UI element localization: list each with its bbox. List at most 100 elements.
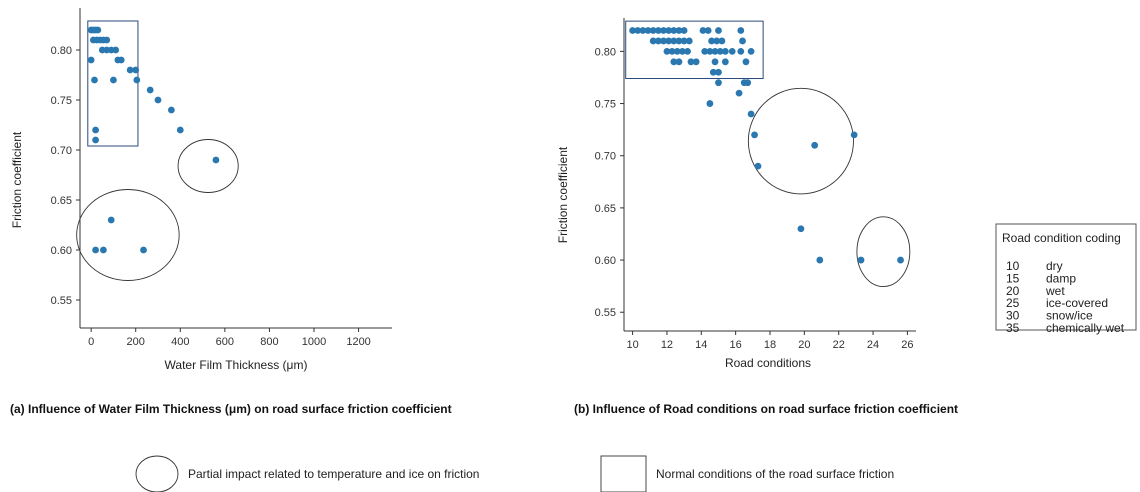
chart-a-point bbox=[92, 126, 99, 134]
chart-a-point bbox=[87, 56, 95, 64]
chart-b-point bbox=[701, 47, 709, 55]
chart-b-x-tick-label: 14 bbox=[695, 339, 707, 351]
chart-b-point bbox=[685, 37, 693, 45]
chart-a-y-tick-label: 0.75 bbox=[51, 95, 72, 107]
chart-a-x-tick-label: 400 bbox=[171, 336, 189, 348]
chart-b-point bbox=[675, 27, 683, 34]
key-rect-icon bbox=[600, 455, 647, 492]
chart-b-point bbox=[744, 79, 752, 87]
chart-b-point bbox=[713, 37, 721, 45]
chart-b-point bbox=[716, 47, 724, 55]
chart-b-point bbox=[751, 131, 758, 139]
chart-b-x-tick-label: 18 bbox=[764, 339, 776, 351]
chart-a-y-tick-label: 0.65 bbox=[51, 195, 72, 207]
chart-a-point bbox=[103, 36, 111, 44]
chart-b-point bbox=[718, 37, 726, 45]
chart-a-point bbox=[110, 76, 117, 84]
chart-b-normal-region bbox=[625, 20, 764, 80]
chart-a-y-label: Friction coefficient bbox=[10, 131, 24, 228]
chart-b-point bbox=[754, 162, 762, 170]
chart-b-y-tick-label: 0.65 bbox=[595, 203, 616, 215]
legend-box bbox=[995, 223, 1137, 331]
chart-a-point bbox=[117, 56, 125, 64]
chart-a-point bbox=[91, 76, 98, 84]
legend-item-label: ice-covered bbox=[1046, 296, 1108, 310]
chart-b-marks bbox=[625, 20, 911, 288]
chart-a-y-tick-label: 0.55 bbox=[51, 295, 72, 307]
chart-b-point bbox=[715, 68, 722, 76]
chart-a-point bbox=[146, 86, 154, 94]
chart-a-marks bbox=[76, 20, 239, 281]
chart-b-y-tick-label: 0.55 bbox=[595, 307, 616, 319]
legend-items: 10 dry 15 damp 20 wet 25 ice-covered 30 snow/ice 3… bbox=[1006, 259, 1125, 335]
chart-b-point bbox=[649, 37, 657, 45]
chart-b-x-tick-label: 16 bbox=[730, 339, 742, 351]
chart-b-point bbox=[704, 27, 712, 34]
chart-a-point bbox=[92, 246, 99, 254]
chart-b-point bbox=[735, 89, 743, 97]
chart-a-normal-region bbox=[87, 20, 139, 147]
chart-b-point bbox=[711, 58, 719, 66]
chart-b-x-tick-label: 22 bbox=[833, 339, 845, 351]
chart-a-point bbox=[126, 66, 134, 74]
chart-b-point bbox=[679, 47, 686, 55]
chart-b-point bbox=[721, 47, 729, 55]
key-circle-icon bbox=[135, 455, 179, 492]
legend-item-code: 20 bbox=[1006, 284, 1020, 298]
legend-item-code: 25 bbox=[1006, 296, 1020, 310]
chart-a-caption: (a) Influence of Water Film Thickness (μ… bbox=[10, 402, 452, 416]
chart-b-point bbox=[816, 256, 824, 264]
legend-item-label: snow/ice bbox=[1046, 309, 1093, 323]
chart-a-x-label: Water Film Thickness (μm) bbox=[165, 358, 308, 372]
chart-b-point bbox=[668, 47, 676, 55]
chart-b-point bbox=[706, 100, 714, 107]
chart-b-temperature-ice-region-2 bbox=[856, 216, 911, 288]
chart-b-point bbox=[721, 58, 729, 66]
chart-a-point bbox=[154, 96, 162, 104]
chart-b-point bbox=[629, 27, 636, 34]
chart-b-point bbox=[737, 47, 745, 55]
legend-item-label: chemically wet bbox=[1046, 321, 1125, 335]
chart-a-point bbox=[167, 106, 175, 114]
chart-b-point bbox=[670, 27, 678, 34]
chart-b-x-tick-label: 10 bbox=[626, 339, 638, 351]
chart-a-point bbox=[133, 76, 141, 84]
chart-b-point bbox=[897, 256, 904, 264]
chart-b-point bbox=[706, 47, 714, 55]
chart-a-y-tick-label: 0.80 bbox=[51, 45, 72, 57]
chart-b-point bbox=[797, 225, 805, 233]
chart-a-x-tick-label: 1000 bbox=[302, 336, 326, 348]
chart-b-point bbox=[644, 27, 652, 34]
chart-b-point bbox=[680, 27, 688, 34]
chart-a-x-tick-label: 1200 bbox=[346, 336, 370, 348]
chart-a-point bbox=[212, 156, 220, 164]
chart-a-point bbox=[92, 136, 99, 144]
chart-b-point bbox=[660, 27, 667, 34]
chart-b-point bbox=[684, 47, 691, 55]
chart-b-point bbox=[747, 110, 755, 118]
legend-item-code: 15 bbox=[1006, 271, 1020, 285]
chart-a-temperature-ice-region-1 bbox=[76, 189, 180, 281]
chart-a-point bbox=[94, 26, 102, 34]
road-condition-legend: Road condition coding 10 dry 15 damp 20 wet 25… bbox=[995, 223, 1137, 335]
chart-b-y-tick-label: 0.70 bbox=[595, 151, 616, 163]
legend-item-code: 10 bbox=[1006, 259, 1020, 273]
chart-a-temperature-ice-region-2 bbox=[177, 139, 239, 193]
chart-b: 10 12 14 16 18 20 22 24 26 0.55 0.60 0.65 0.70 0.75 0.… bbox=[556, 18, 958, 416]
chart-b-temperature-ice-region-1 bbox=[747, 87, 854, 195]
chart-b-point bbox=[680, 37, 688, 45]
chart-a-point bbox=[176, 126, 184, 134]
chart-a-x-tick-label: 200 bbox=[127, 336, 145, 348]
key-circle-label: Partial impact related to temperature an… bbox=[188, 467, 479, 481]
chart-b-point bbox=[675, 37, 683, 45]
chart-b-x-tick-label: 20 bbox=[798, 339, 810, 351]
chart-b-point bbox=[857, 256, 865, 264]
chart-b-point bbox=[670, 37, 678, 45]
chart-b-y-tick-label: 0.75 bbox=[595, 99, 616, 111]
legend-item-label: damp bbox=[1046, 271, 1076, 285]
key-rect-label: Normal conditions of the road surface fr… bbox=[656, 467, 894, 481]
chart-b-point bbox=[673, 47, 681, 55]
chart-b-point bbox=[687, 58, 695, 66]
chart-b-point bbox=[675, 58, 683, 66]
